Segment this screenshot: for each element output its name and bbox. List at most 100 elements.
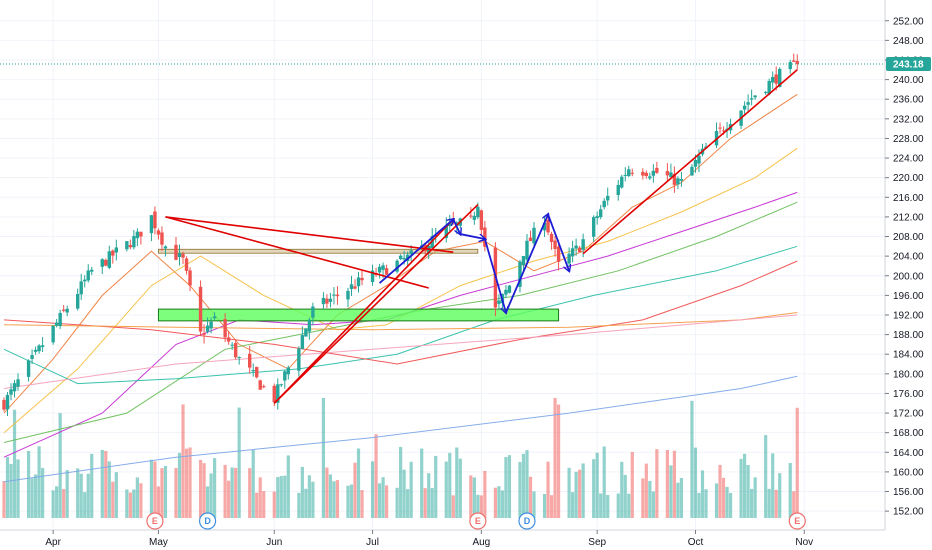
volume-bar (328, 474, 333, 518)
volume-bar (676, 482, 680, 518)
candle-body (30, 355, 34, 359)
candle-body (746, 102, 750, 105)
volume-bar (33, 474, 38, 518)
earnings-badge (788, 512, 806, 530)
candle-body (676, 178, 680, 185)
volume-bar (223, 464, 227, 518)
volume-bar (395, 487, 399, 518)
volume-bar (139, 483, 143, 518)
candle-body (128, 245, 133, 248)
earnings-badge (146, 512, 164, 530)
volume-bar (767, 488, 771, 518)
volume-bar (553, 397, 557, 518)
volume-bar (2, 481, 6, 518)
candle-body (111, 250, 115, 256)
candle-body (83, 279, 87, 282)
time-tick-label: Apr (45, 537, 61, 548)
candle-body (276, 384, 280, 403)
volume-bar (728, 493, 733, 518)
volume-bar (335, 480, 340, 518)
price-tick-label: 176.00 (893, 389, 924, 400)
candle-body (434, 234, 438, 237)
volume-bar (300, 466, 304, 518)
candle-body (353, 286, 357, 289)
candle-body (233, 342, 238, 358)
volume-bar (307, 475, 311, 518)
volume-bar (469, 475, 473, 518)
volume-bar (595, 452, 599, 518)
price-axis: 252.00248.00244.00240.00236.00232.00228.… (884, 0, 932, 550)
moving-average-line (3, 191, 798, 458)
volume-bar (237, 407, 241, 518)
moving-average-line (3, 375, 798, 483)
price-tick-label: 228.00 (893, 134, 924, 145)
volume-bar (606, 495, 610, 518)
volume-bar (153, 461, 157, 518)
candle-body (262, 386, 266, 388)
volume-bar (135, 477, 139, 518)
swing-arrow (547, 214, 569, 270)
trendline (582, 69, 798, 255)
last-price-value: 243.18 (893, 60, 924, 71)
candle-body (114, 247, 119, 253)
volume-bar (132, 489, 136, 518)
candle-body (205, 325, 210, 332)
candle-body (402, 258, 406, 260)
price-tick-label: 212.00 (893, 212, 924, 223)
volume-bar (669, 465, 673, 518)
volume-bar (230, 467, 234, 518)
volume-bar (672, 450, 677, 518)
candle-body (479, 210, 484, 230)
candle-body (665, 171, 670, 176)
candle-body (226, 337, 231, 342)
volume-bar (420, 448, 424, 518)
volume-bar (641, 478, 645, 518)
volume-bar (58, 413, 62, 518)
candle-body (360, 277, 364, 281)
candle-body (251, 370, 255, 372)
volume-bar (528, 476, 533, 518)
volume-bar (41, 467, 45, 518)
candle-body (574, 245, 578, 249)
volume-bar (774, 489, 778, 518)
volume-bar (472, 477, 476, 518)
candle-body (212, 316, 217, 319)
candle-body (795, 60, 799, 65)
candle-body (591, 217, 596, 237)
candle-body (307, 319, 312, 332)
candle-body (33, 349, 38, 352)
volume-bar (665, 450, 669, 518)
candle-body (553, 240, 557, 249)
volume-bar (311, 481, 315, 518)
volume-bar (163, 465, 168, 518)
candle-body (616, 184, 620, 196)
dividend-badge (518, 512, 536, 530)
candle-body (237, 357, 241, 359)
swing-arrow (460, 233, 485, 239)
candle-body (444, 225, 448, 239)
candle-body (532, 227, 536, 244)
candle-body (177, 253, 182, 258)
candle-body (630, 172, 634, 174)
volume-bar (771, 453, 775, 518)
candle-body (792, 60, 796, 62)
candle-body (356, 277, 361, 287)
volume-bar (655, 449, 659, 518)
volume-bar (704, 489, 708, 518)
candle-body (125, 241, 129, 250)
time-axis: Apr May Jun Jul Aug Sep Oct Nov (0, 529, 885, 548)
candle-body (504, 289, 508, 295)
candle-body (286, 367, 291, 375)
candle-body (497, 300, 501, 304)
candle-body (693, 159, 698, 167)
volume-bar (476, 494, 480, 518)
price-tick-label: 216.00 (893, 193, 924, 204)
volume-bar (104, 451, 108, 518)
candle-body (61, 309, 66, 311)
candle-body (107, 251, 111, 268)
volume-bar (202, 463, 206, 518)
candle-body (602, 200, 606, 208)
volume-bar (725, 486, 729, 518)
candle-body (381, 265, 385, 270)
